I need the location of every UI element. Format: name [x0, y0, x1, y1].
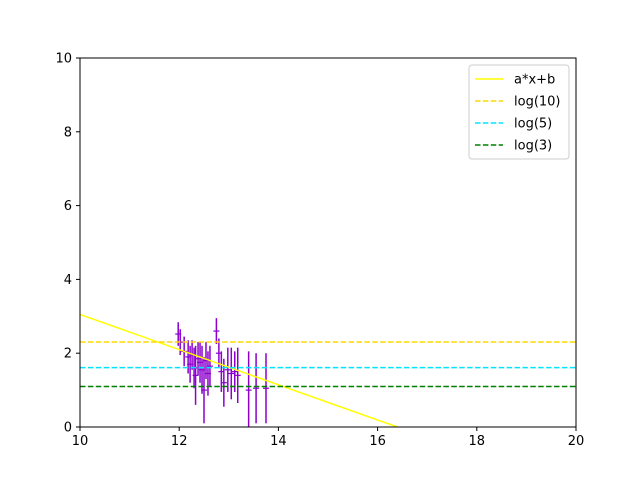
legend-item: a*x+b [475, 73, 555, 88]
legend-item: log(10) [475, 95, 561, 110]
plot-marks [80, 313, 576, 427]
y-tick-label: 2 [64, 347, 72, 362]
y-tick-label: 6 [64, 199, 72, 214]
x-tick-label: 20 [568, 434, 585, 449]
data-point [220, 358, 227, 407]
x-tick-label: 18 [469, 434, 486, 449]
data-point [213, 318, 220, 344]
y-tick-label: 0 [64, 421, 72, 436]
axes-frame [79, 57, 577, 428]
y-tick-label: 8 [64, 125, 72, 140]
plot-area [80, 313, 576, 427]
y-tick-label: 4 [64, 273, 72, 288]
legend-label: a*x+b [514, 73, 555, 88]
legend-label: log(5) [514, 117, 552, 132]
data-point [253, 353, 260, 424]
fit-line [80, 313, 398, 427]
data-point [206, 345, 213, 387]
data-point [245, 351, 252, 427]
data-point [228, 347, 235, 400]
legend: a*x+b log(10) log(5) log(3) [468, 64, 570, 160]
x-tick-label: 16 [369, 434, 386, 449]
y-tick-label: 10 [55, 52, 72, 67]
legend-label: log(3) [514, 139, 552, 154]
legend-label: log(10) [514, 95, 561, 110]
x-tick-label: 12 [171, 434, 188, 449]
legend-item: log(5) [475, 117, 552, 132]
legend-box [468, 64, 570, 160]
data-point [231, 351, 238, 392]
data-point [224, 347, 231, 392]
legend-item: log(3) [475, 139, 552, 154]
data-point [263, 353, 269, 424]
x-tick-label: 10 [72, 434, 89, 449]
y-axis: 0 2 4 6 8 10 [55, 52, 80, 436]
x-axis: 10 12 14 16 18 20 [72, 427, 585, 449]
x-tick-label: 14 [270, 434, 287, 449]
data-point [234, 347, 241, 404]
